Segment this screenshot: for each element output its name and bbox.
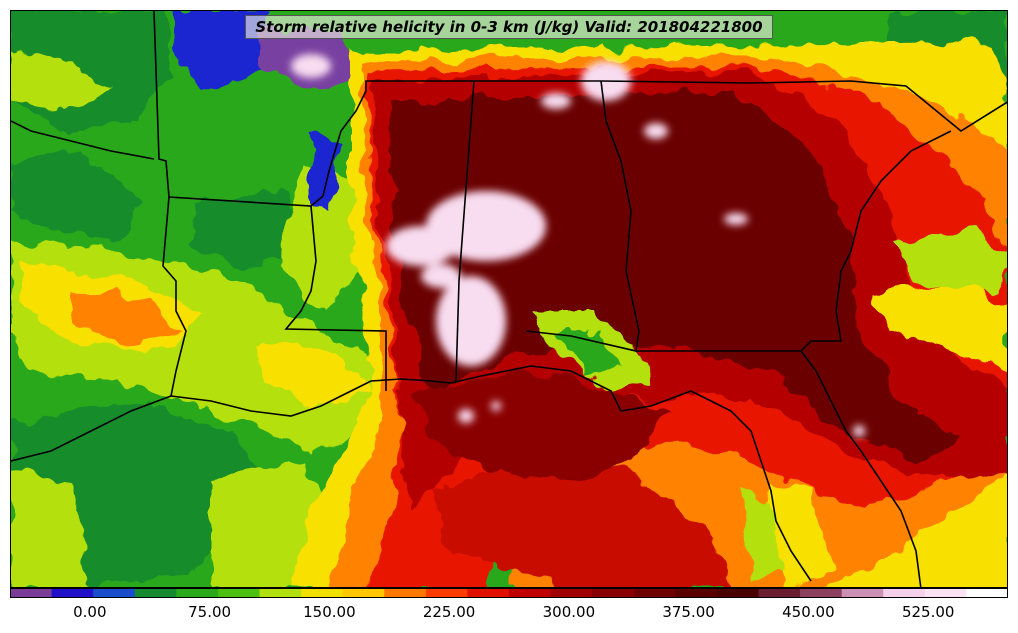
boundary-lines — [11, 11, 1007, 587]
helicity-map — [10, 10, 1008, 588]
colorbar-tick-label: 225.00 — [422, 603, 476, 621]
colorbar-segment — [425, 588, 468, 598]
colorbar-tick-label: 450.00 — [782, 603, 835, 621]
colorbar-segment — [93, 588, 136, 598]
colorbar-tick-label: 150.00 — [303, 603, 356, 621]
colorbar — [10, 588, 1008, 598]
colorbar-segment — [633, 588, 676, 598]
colorbar-tick-label: 375.00 — [662, 603, 715, 621]
colorbar-segment — [176, 588, 219, 598]
colorbar-border — [10, 588, 1008, 598]
colorbar-segment — [924, 588, 967, 598]
colorbar-segment — [509, 588, 552, 598]
colorbar-tick-label: 525.00 — [901, 603, 955, 621]
colorbar-tick-label: 0.00 — [73, 603, 107, 621]
colorbar-segment — [384, 588, 427, 598]
colorbar-segment — [259, 588, 302, 598]
colorbar-segment — [966, 588, 1008, 598]
colorbar-segment — [883, 588, 926, 598]
colorbar-segment — [342, 588, 385, 598]
helicity-field-svg — [11, 11, 1007, 587]
colorbar-tick-label: 300.00 — [542, 603, 596, 621]
colorbar-segment — [675, 588, 718, 598]
colorbar-tick-label: 75.00 — [188, 603, 232, 621]
colorbar-segment — [592, 588, 635, 598]
colorbar-segment — [467, 588, 510, 598]
colorbar-segment — [301, 588, 344, 598]
map-title: Storm relative helicity in 0-3 km (J/kg)… — [245, 15, 773, 39]
colorbar-segment — [51, 588, 94, 598]
colorbar-segment — [134, 588, 177, 598]
colorbar-segment — [217, 588, 260, 598]
high-helicity-blobs — [291, 54, 865, 437]
colorbar-segment — [841, 588, 884, 598]
colorbar-segment — [550, 588, 593, 598]
colorbar-segment — [758, 588, 801, 598]
colorbar-segment — [800, 588, 843, 598]
colorbar-segment — [716, 588, 759, 598]
colorbar-segment — [10, 588, 53, 598]
contour-field — [11, 11, 1007, 587]
